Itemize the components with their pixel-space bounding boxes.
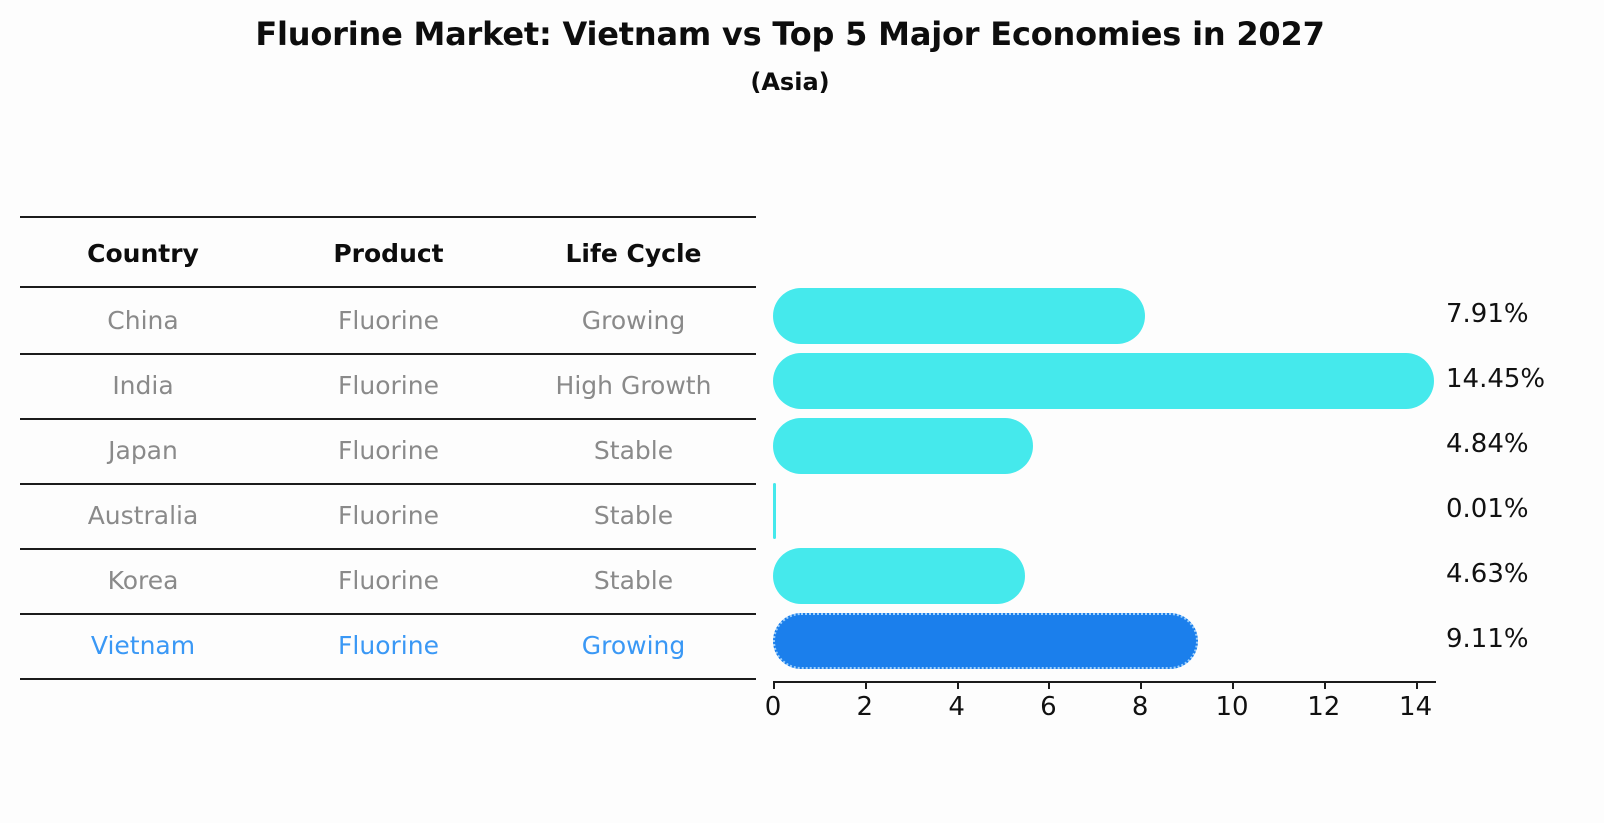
x-tick-mark bbox=[773, 681, 775, 689]
table-row[interactable]: Korea Fluorine Stable bbox=[20, 548, 756, 613]
bar-japan[interactable] bbox=[773, 418, 1034, 474]
title-block: Fluorine Market: Vietnam vs Top 5 Major … bbox=[0, 14, 1580, 96]
bar-korea[interactable] bbox=[773, 548, 1026, 604]
cell-life-cycle: High Growth bbox=[555, 371, 712, 400]
x-tick-label: 4 bbox=[948, 692, 965, 722]
x-tick-label: 10 bbox=[1215, 692, 1249, 722]
x-tick-label: 8 bbox=[1131, 692, 1149, 722]
bar-track bbox=[773, 418, 1436, 474]
cell-product: Fluorine bbox=[338, 436, 439, 465]
x-tick-label: 14 bbox=[1399, 692, 1433, 722]
cell-life-cycle: Stable bbox=[593, 566, 674, 595]
column-header-life-cycle: Life Cycle bbox=[565, 238, 702, 268]
value-label-australia: 0.01% bbox=[1446, 494, 1529, 524]
bar-track bbox=[773, 613, 1436, 669]
table-rule bbox=[20, 418, 756, 420]
cell-product: Fluorine bbox=[338, 371, 439, 400]
bar-australia[interactable] bbox=[773, 483, 776, 539]
x-tick-mark bbox=[1232, 681, 1234, 689]
table-header-row: Country Product Life Cycle bbox=[20, 220, 756, 286]
page-title: Fluorine Market: Vietnam vs Top 5 Major … bbox=[255, 15, 1325, 53]
x-tick-label: 0 bbox=[764, 692, 782, 722]
x-tick-mark bbox=[956, 681, 959, 689]
x-tick-mark bbox=[864, 681, 867, 689]
cell-country: Japan bbox=[108, 436, 178, 465]
table-row[interactable]: Australia Fluorine Stable bbox=[20, 483, 756, 548]
cell-product: Fluorine bbox=[338, 566, 439, 595]
cell-country: Korea bbox=[107, 566, 179, 595]
bar-track bbox=[773, 548, 1436, 604]
bar-china[interactable] bbox=[773, 288, 1146, 344]
cell-country: India bbox=[112, 371, 174, 400]
value-label-china: 7.91% bbox=[1446, 299, 1529, 329]
cell-country: Australia bbox=[87, 501, 199, 530]
value-label-india: 14.45% bbox=[1446, 364, 1546, 394]
x-tick-mark bbox=[1415, 681, 1418, 689]
table-row[interactable]: India Fluorine High Growth bbox=[20, 353, 756, 418]
table-rule bbox=[20, 613, 756, 615]
table-rule bbox=[20, 286, 756, 288]
cell-life-cycle: Growing bbox=[581, 306, 686, 335]
value-label-vietnam: 9.11% bbox=[1446, 624, 1529, 654]
column-header-country: Country bbox=[87, 238, 199, 268]
table-rule bbox=[20, 216, 756, 218]
x-tick-mark bbox=[1140, 681, 1143, 689]
bar-track bbox=[773, 353, 1436, 409]
table-rule bbox=[20, 548, 756, 550]
bar-plot bbox=[773, 216, 1436, 682]
cell-life-cycle: Stable bbox=[593, 436, 674, 465]
cell-life-cycle: Growing bbox=[581, 631, 686, 660]
cell-product: Fluorine bbox=[338, 501, 439, 530]
cell-product: Fluorine bbox=[338, 306, 439, 335]
x-tick-mark bbox=[1323, 681, 1326, 689]
cell-country: Vietnam bbox=[90, 631, 196, 660]
cell-life-cycle: Stable bbox=[593, 501, 674, 530]
table-row[interactable]: Vietnam Fluorine Growing bbox=[20, 613, 756, 678]
cell-country: China bbox=[107, 306, 179, 335]
table-rule bbox=[20, 483, 756, 485]
bar-vietnam[interactable] bbox=[773, 613, 1199, 669]
cell-product: Fluorine bbox=[338, 631, 439, 660]
chart-subtitle: (Asia) bbox=[750, 68, 830, 96]
x-tick-label: 6 bbox=[1040, 692, 1057, 722]
value-label-japan: 4.84% bbox=[1446, 429, 1529, 459]
x-tick-label: 12 bbox=[1307, 692, 1341, 722]
bar-india[interactable] bbox=[773, 353, 1434, 409]
bar-track bbox=[773, 288, 1436, 344]
table-rule bbox=[20, 353, 756, 355]
table-row[interactable]: China Fluorine Growing bbox=[20, 288, 756, 353]
x-axis-line bbox=[773, 681, 1436, 683]
x-tick-label: 2 bbox=[856, 692, 874, 722]
column-header-product: Product bbox=[333, 238, 444, 268]
value-label-korea: 4.63% bbox=[1446, 559, 1529, 589]
table-row[interactable]: Japan Fluorine Stable bbox=[20, 418, 756, 483]
x-tick-mark bbox=[1048, 681, 1051, 689]
bar-track bbox=[773, 483, 1436, 539]
table-rule bbox=[20, 678, 756, 680]
